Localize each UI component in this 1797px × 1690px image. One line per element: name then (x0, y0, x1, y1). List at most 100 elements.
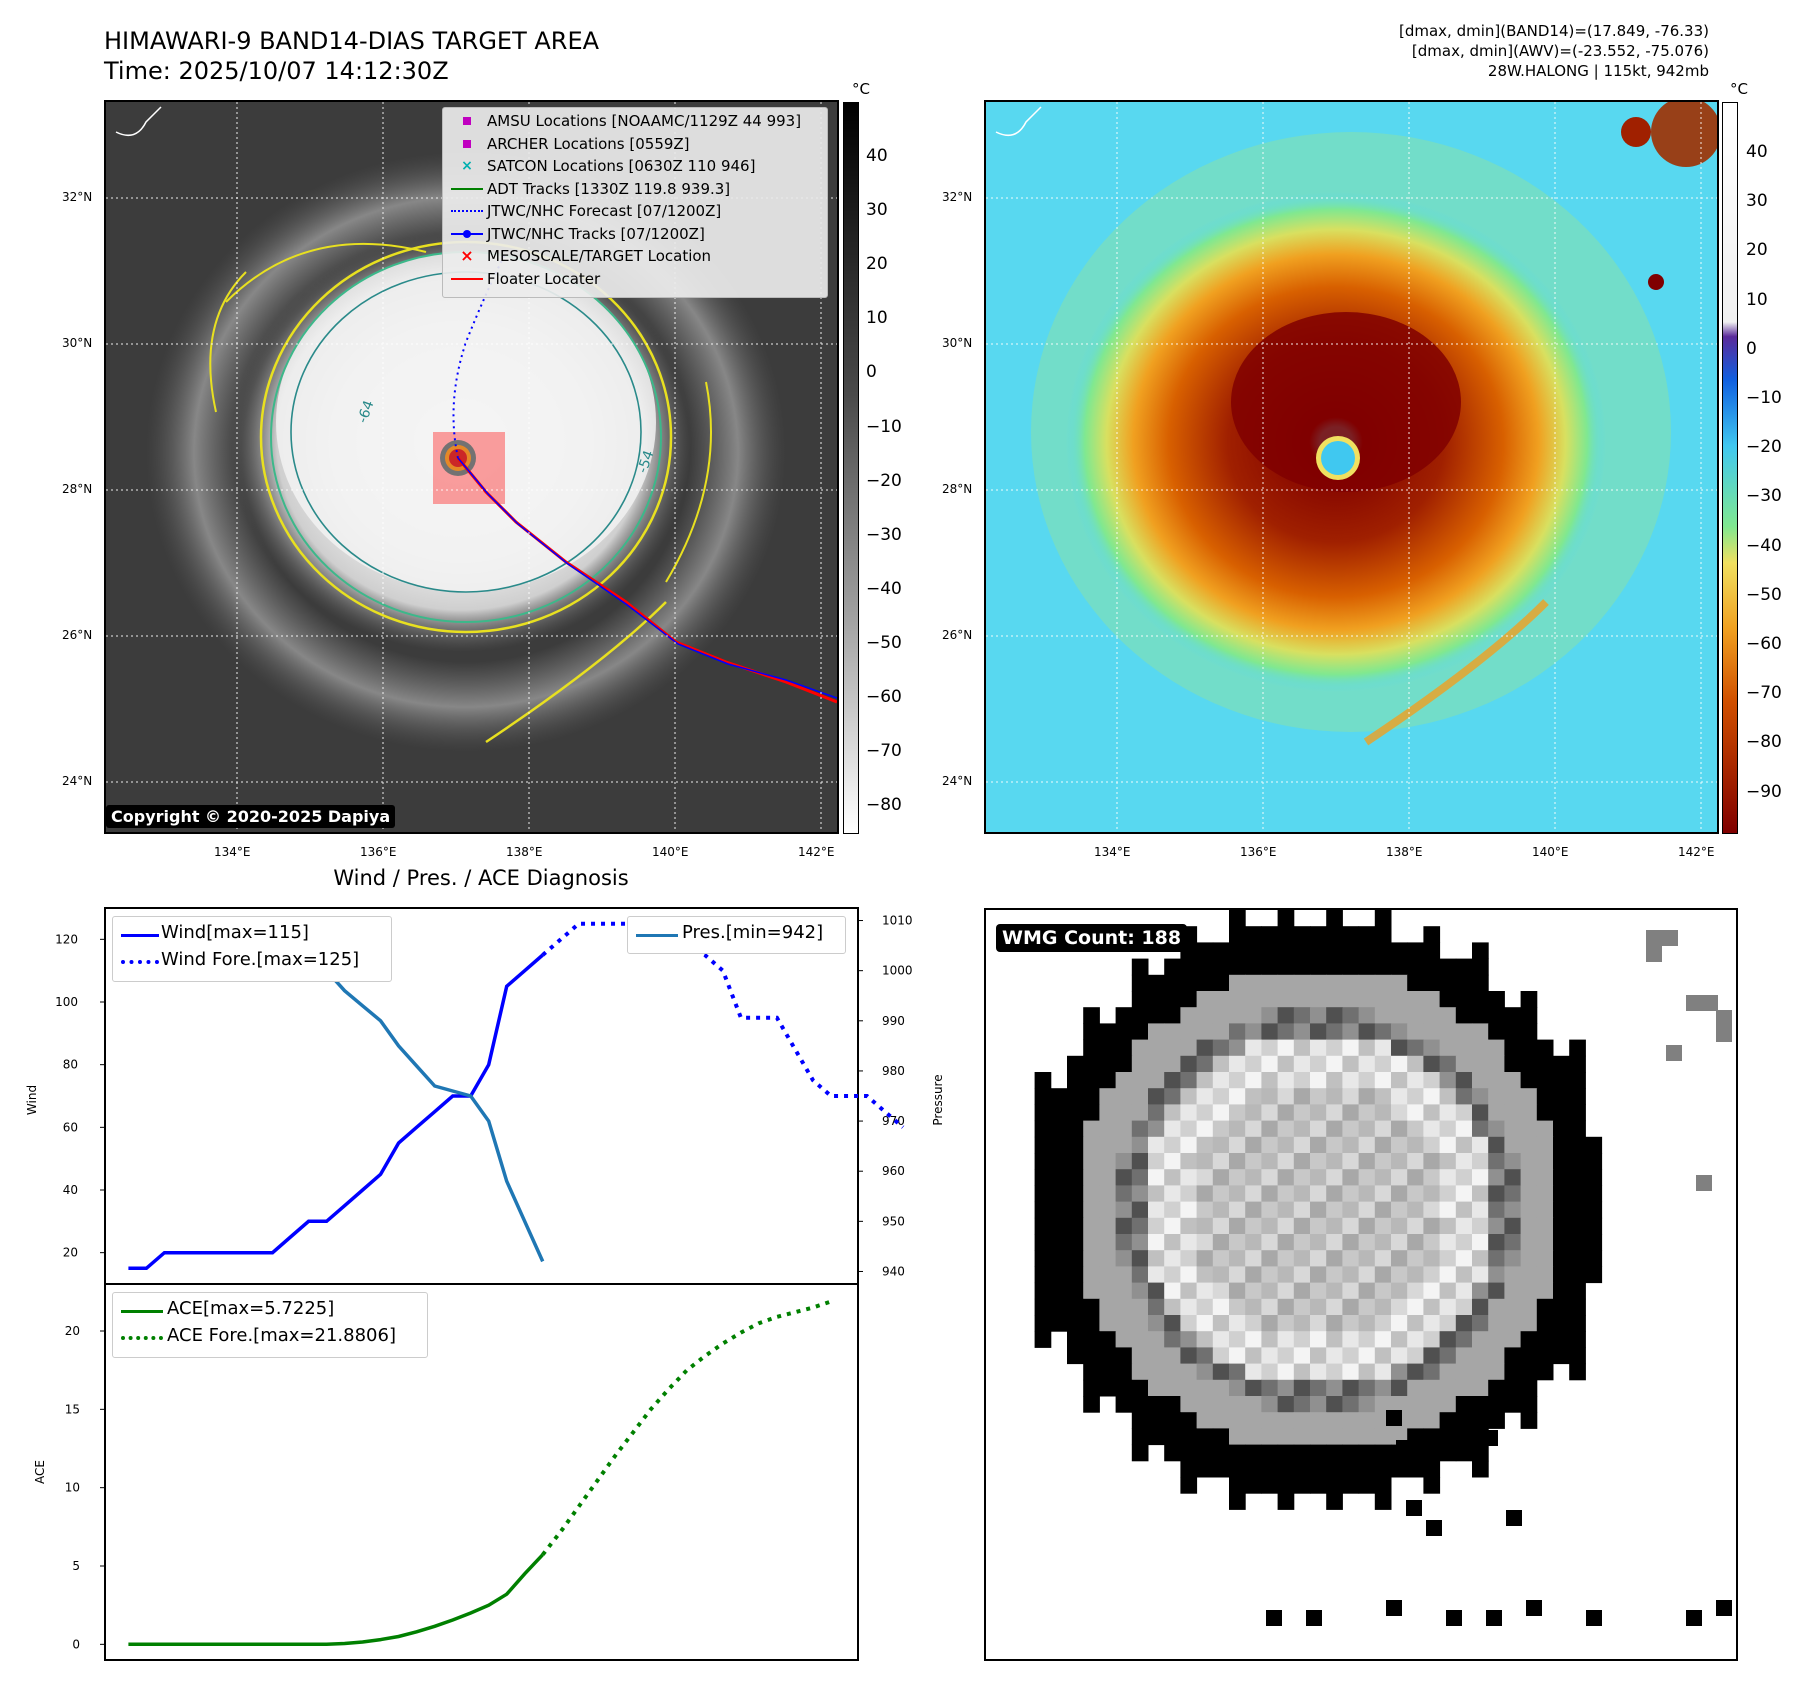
wmg-cell (1083, 1088, 1100, 1105)
ace-tick-label: 20 (65, 1324, 80, 1338)
wmg-cell (1455, 1282, 1473, 1300)
wmg-cell (1391, 1331, 1408, 1348)
lon-tick: 138°E (506, 845, 543, 859)
wmg-cell (1293, 974, 1311, 992)
wmg-cell (1180, 1201, 1198, 1219)
wmg-cell (1148, 1412, 1165, 1429)
wmg-cell (1342, 1347, 1360, 1365)
wmg-cell (1536, 1201, 1554, 1219)
colorbar-tick-label: 40 (866, 146, 888, 166)
wmg-cell (1293, 1201, 1311, 1219)
wmg-cell (1374, 1363, 1392, 1381)
wmg-cell (1099, 1104, 1117, 1122)
wmg-cell (1358, 1444, 1376, 1462)
wmg-cell (1553, 1153, 1570, 1170)
wmg-cell (1067, 1266, 1084, 1284)
wmg-cell (1358, 1428, 1376, 1446)
wmg-cell (1164, 1039, 1181, 1057)
wmg-cell (1196, 1428, 1214, 1446)
wmg-cell (1083, 1169, 1100, 1186)
wind-tick-label: 80 (63, 1058, 78, 1072)
wmg-cell (1358, 1347, 1376, 1365)
colorbar-tick-label: −50 (1746, 584, 1782, 605)
wmg-cell (1293, 1396, 1311, 1413)
wmg-cell (1553, 1120, 1570, 1138)
wmg-cell (1261, 1072, 1279, 1089)
wmg-cell (1148, 1185, 1165, 1203)
wmg-cell (1472, 1055, 1489, 1073)
wmg-cell (1391, 1363, 1408, 1381)
legend-ace-forecast: ACE Fore.[max=21.8806] (113, 1322, 427, 1349)
wmg-cell (1358, 1477, 1376, 1494)
wmg-cell (1504, 1298, 1522, 1316)
wmg-cell (1180, 1169, 1198, 1186)
wind-tick-label: 120 (55, 932, 78, 946)
wmg-cell (1067, 1055, 1084, 1073)
wmg-cell (1261, 1153, 1279, 1170)
pressure-tick-label: 980 (882, 1064, 905, 1078)
wmg-cell (1164, 1282, 1181, 1300)
wmg-cell (1342, 1185, 1360, 1203)
wmg-cell (1423, 1396, 1441, 1413)
wmg-cell (1407, 1088, 1424, 1105)
wmg-cell (1553, 1282, 1570, 1300)
wmg-cell (1310, 1428, 1327, 1446)
wmg-cell (1261, 1396, 1279, 1413)
wmg-cell (1229, 1072, 1246, 1089)
wmg-cell (1131, 1396, 1149, 1413)
wmg-cell (1099, 1347, 1117, 1365)
wmg-cell (1391, 1266, 1408, 1284)
wmg-cell (1342, 1298, 1360, 1316)
wmg-cell (1455, 1412, 1473, 1429)
wmg-cell (1342, 1072, 1360, 1089)
wmg-cell (1115, 1331, 1133, 1348)
wmg-cell (1293, 1234, 1311, 1251)
wmg-cell (1326, 926, 1343, 943)
lat-tick: 32°N (62, 190, 93, 204)
wmg-cell (1261, 1298, 1279, 1316)
wmg-cell (1472, 1153, 1489, 1170)
wmg-cell (1569, 1234, 1586, 1251)
wmg-cell (1374, 1104, 1392, 1122)
wmg-cell (1229, 1136, 1246, 1154)
wmg-cell (1326, 1055, 1343, 1073)
colorbar-tick-label: −30 (866, 524, 902, 545)
wmg-cell (1310, 942, 1327, 960)
wmg-cell (1358, 1363, 1376, 1381)
wmg-cell (1245, 974, 1262, 992)
wmg-cell (1342, 1460, 1360, 1478)
wmg-cell (1455, 1072, 1473, 1089)
wmg-cell (1439, 1315, 1457, 1332)
wmg-cell (1148, 1363, 1165, 1381)
wmg-cell (1358, 1396, 1376, 1413)
wmg-cell (1504, 1201, 1522, 1219)
wmg-cell (1148, 991, 1165, 1008)
wmg-cell (1164, 1363, 1181, 1381)
wmg-cell (1115, 1234, 1133, 1251)
wmg-cell (1212, 958, 1230, 976)
wmg-cell (1326, 1460, 1343, 1478)
wmg-cell (1342, 974, 1360, 992)
wmg-cell (1034, 1298, 1052, 1316)
wmg-cell (1196, 1039, 1214, 1057)
wmg-cell (1358, 1234, 1376, 1251)
wmg-cell (1115, 1298, 1133, 1316)
wmg-cell (1407, 1185, 1424, 1203)
chart-time: Time: 2025/10/07 14:12:30Z (104, 57, 449, 85)
wmg-cell (1212, 1234, 1230, 1251)
wmg-cell (1569, 1136, 1586, 1154)
wmg-cell (1439, 1072, 1457, 1089)
wmg-cell (1423, 1444, 1441, 1462)
wmg-cell (1083, 1072, 1100, 1089)
wmg-cell (1504, 1088, 1522, 1105)
wmg-cell (1277, 974, 1295, 992)
wmg-cell (1261, 1379, 1279, 1397)
wmg-cell (1277, 1153, 1295, 1170)
copyright-badge: Copyright © 2020-2025 Dapiya (106, 805, 396, 828)
wmg-cell (1472, 1169, 1489, 1186)
wmg-cell (1148, 1217, 1165, 1235)
wmg-cell (1180, 1088, 1198, 1105)
wmg-cell (1164, 1298, 1181, 1316)
wmg-cell (1148, 1055, 1165, 1073)
wmg-cell (1342, 1282, 1360, 1300)
